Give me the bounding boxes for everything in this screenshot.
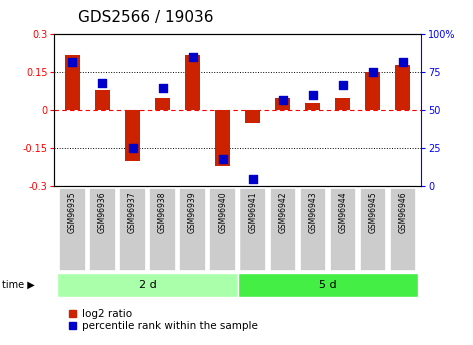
Bar bbox=[155, 98, 170, 110]
Point bbox=[339, 82, 347, 87]
Text: GSM96938: GSM96938 bbox=[158, 191, 167, 233]
Text: GSM96936: GSM96936 bbox=[98, 191, 107, 233]
Bar bbox=[95, 90, 110, 110]
Text: GSM96939: GSM96939 bbox=[188, 191, 197, 233]
Legend: log2 ratio, percentile rank within the sample: log2 ratio, percentile rank within the s… bbox=[69, 309, 257, 332]
Bar bbox=[305, 103, 320, 110]
Point bbox=[219, 156, 227, 162]
Point bbox=[399, 59, 407, 65]
FancyBboxPatch shape bbox=[179, 188, 206, 271]
Bar bbox=[185, 55, 200, 110]
Bar bbox=[395, 65, 411, 110]
Text: 2 d: 2 d bbox=[139, 280, 157, 289]
FancyBboxPatch shape bbox=[238, 273, 418, 297]
Point bbox=[69, 59, 76, 65]
Text: GSM96943: GSM96943 bbox=[308, 191, 317, 233]
Point bbox=[279, 97, 287, 102]
Point bbox=[159, 85, 166, 90]
Bar bbox=[215, 110, 230, 166]
Bar bbox=[275, 98, 290, 110]
Bar bbox=[65, 55, 80, 110]
Text: GSM96935: GSM96935 bbox=[68, 191, 77, 233]
Text: 5 d: 5 d bbox=[319, 280, 337, 289]
Text: time ▶: time ▶ bbox=[2, 280, 35, 289]
Text: GSM96937: GSM96937 bbox=[128, 191, 137, 233]
FancyBboxPatch shape bbox=[239, 188, 266, 271]
Bar bbox=[125, 110, 140, 161]
Point bbox=[309, 92, 316, 98]
Bar bbox=[245, 110, 260, 123]
Bar bbox=[365, 72, 380, 110]
Bar bbox=[335, 98, 350, 110]
FancyBboxPatch shape bbox=[59, 188, 86, 271]
Point bbox=[249, 176, 256, 181]
Text: GSM96940: GSM96940 bbox=[218, 191, 227, 233]
Text: GSM96945: GSM96945 bbox=[368, 191, 377, 233]
FancyBboxPatch shape bbox=[210, 188, 236, 271]
FancyBboxPatch shape bbox=[299, 188, 326, 271]
FancyBboxPatch shape bbox=[119, 188, 146, 271]
Text: GSM96942: GSM96942 bbox=[278, 191, 287, 233]
FancyBboxPatch shape bbox=[89, 188, 116, 271]
Point bbox=[129, 146, 136, 151]
FancyBboxPatch shape bbox=[330, 188, 356, 271]
Text: GDS2566 / 19036: GDS2566 / 19036 bbox=[78, 10, 213, 25]
FancyBboxPatch shape bbox=[57, 273, 238, 297]
Point bbox=[369, 70, 377, 75]
Text: GSM96941: GSM96941 bbox=[248, 191, 257, 233]
FancyBboxPatch shape bbox=[390, 188, 416, 271]
Point bbox=[99, 80, 106, 86]
Text: GSM96946: GSM96946 bbox=[398, 191, 407, 233]
FancyBboxPatch shape bbox=[270, 188, 296, 271]
FancyBboxPatch shape bbox=[149, 188, 176, 271]
Text: GSM96944: GSM96944 bbox=[338, 191, 347, 233]
Point bbox=[189, 55, 196, 60]
FancyBboxPatch shape bbox=[359, 188, 386, 271]
